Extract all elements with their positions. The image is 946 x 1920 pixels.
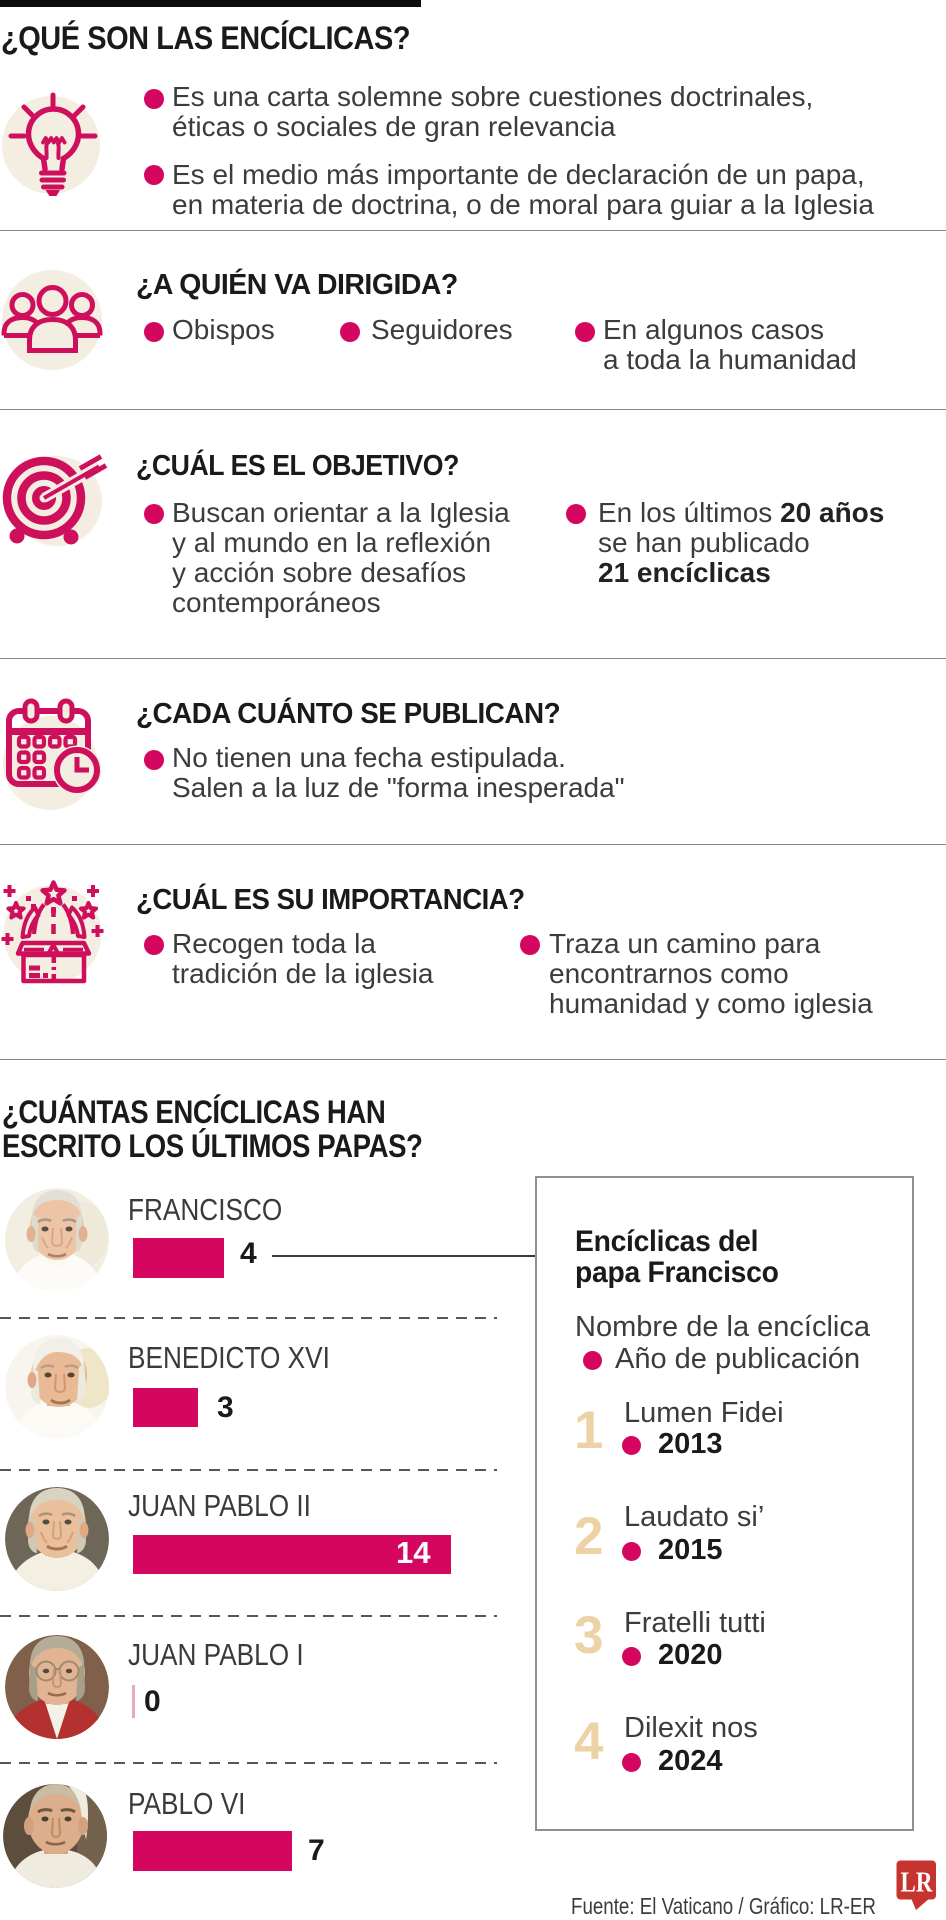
svg-text:LR: LR: [901, 1866, 933, 1898]
